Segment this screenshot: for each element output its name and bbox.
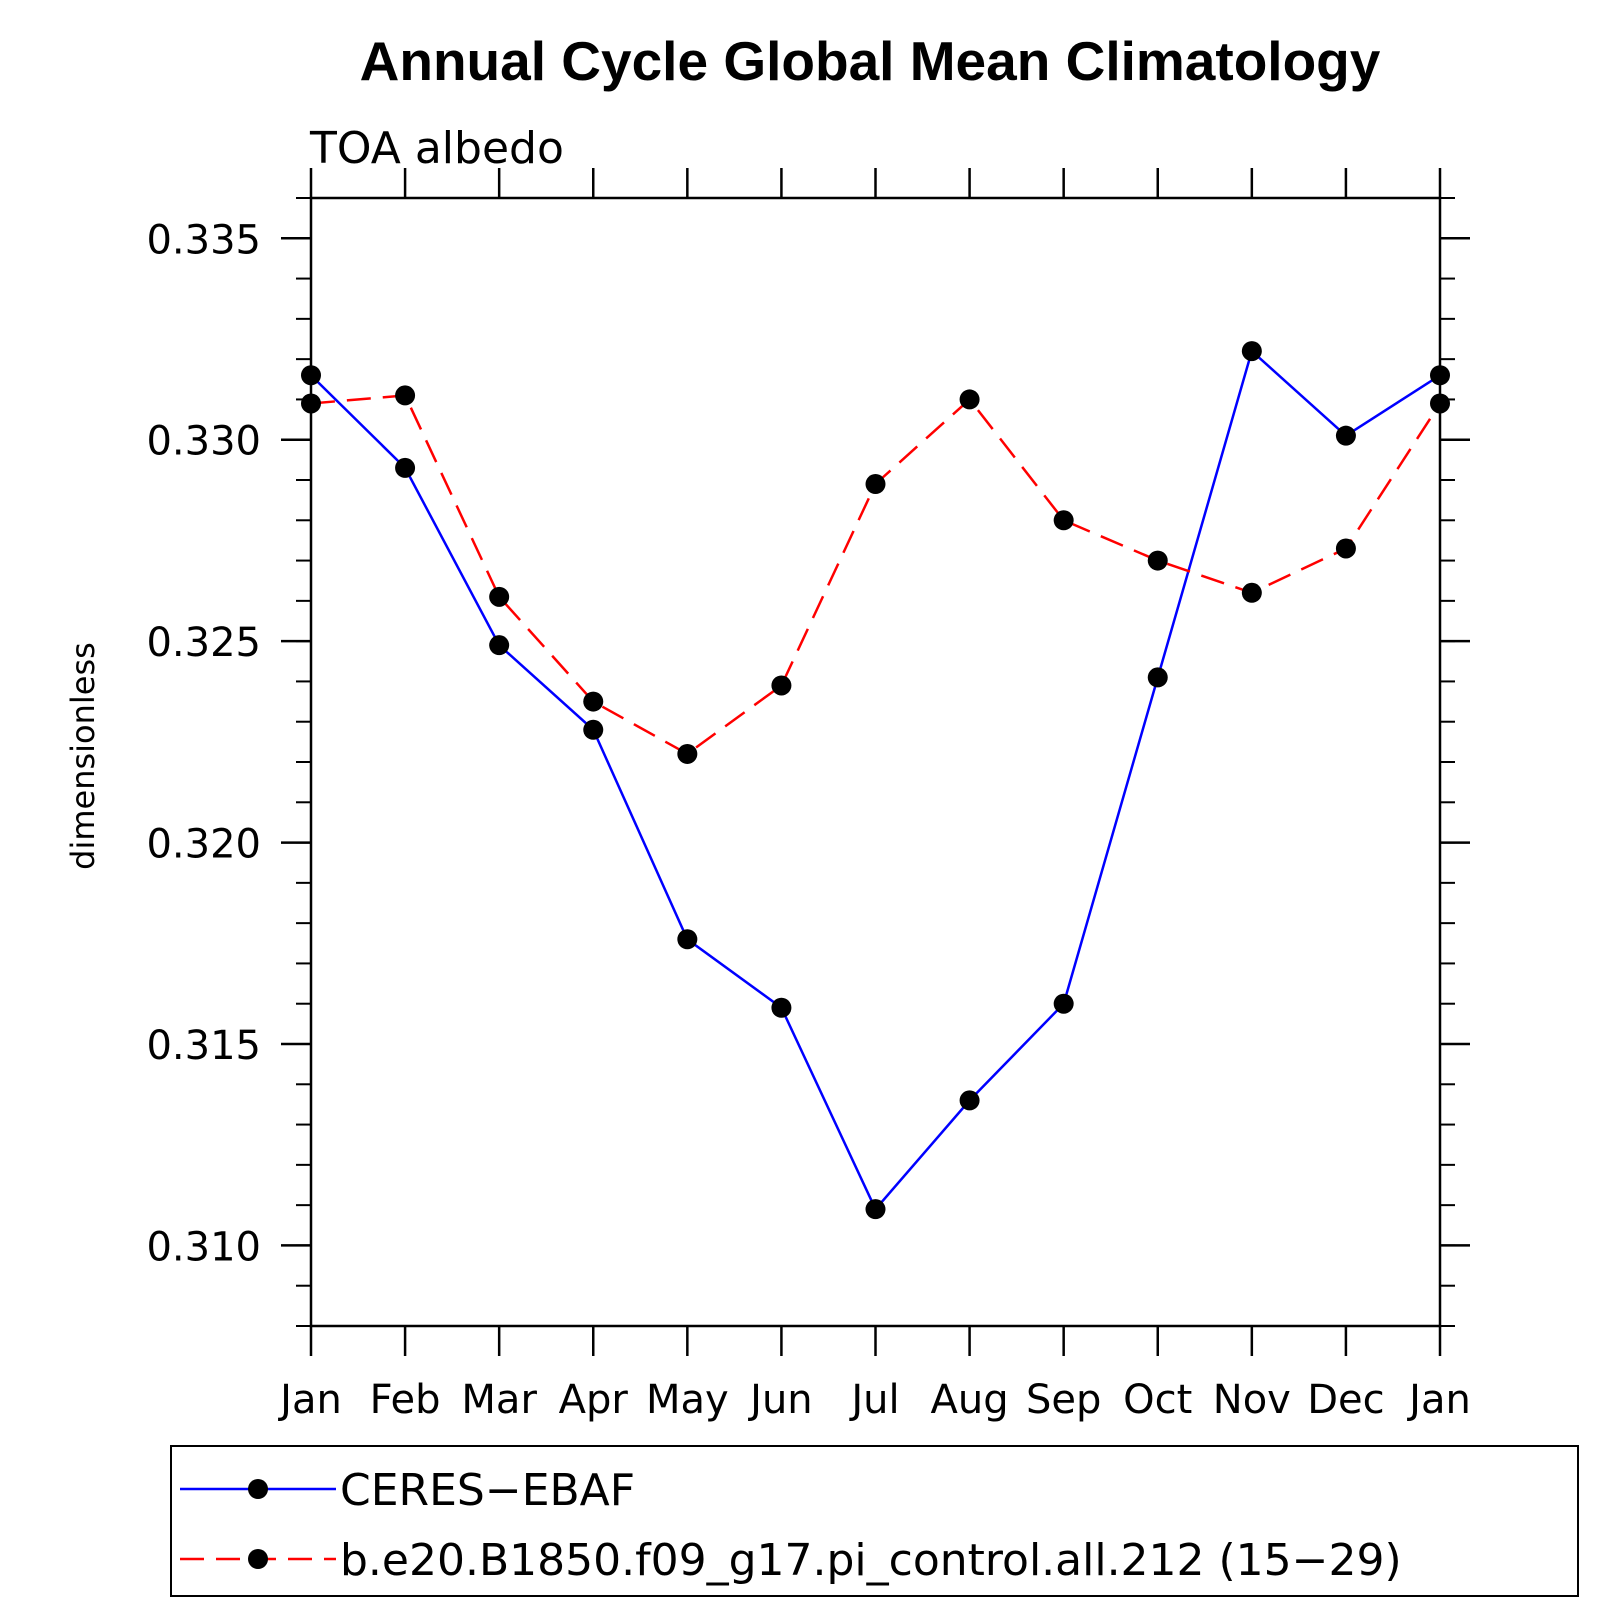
x-tick-label: Aug: [931, 1377, 1009, 1423]
x-tick-label: Feb: [370, 1377, 441, 1423]
series-1-point: [489, 635, 510, 656]
series-1-point: [865, 1199, 886, 1220]
series-2-point: [1147, 550, 1168, 571]
series-2-point: [771, 675, 792, 696]
series-1-point: [677, 929, 698, 950]
y-tick-label: 0.335: [146, 217, 261, 263]
x-tick-label: Jan: [277, 1377, 342, 1423]
series-1-point: [1335, 425, 1356, 446]
y-tick-label: 0.325: [146, 620, 261, 666]
series-1-point: [1241, 341, 1262, 362]
legend-label-1: CERES−EBAF: [340, 1465, 635, 1516]
legend-box: [170, 1445, 1579, 1597]
series-2-point: [1430, 393, 1450, 414]
y-tick-label: 0.315: [146, 1023, 261, 1069]
x-tick-label: Nov: [1213, 1377, 1291, 1423]
y-tick-label: 0.330: [146, 419, 261, 465]
series-1-point: [395, 457, 416, 478]
series-2-point: [1053, 510, 1074, 531]
series-1-point: [771, 997, 792, 1018]
x-tick-label: Apr: [559, 1377, 629, 1423]
series-2-point: [677, 743, 698, 764]
x-tick-label: May: [646, 1377, 729, 1423]
chart-subtitle: TOA albedo: [309, 123, 564, 174]
series-1-point: [1147, 667, 1168, 688]
series-2-point: [1335, 538, 1356, 559]
legend: CERES−EBAF b.e20.B1850.f09_g17.pi_control…: [180, 1465, 1402, 1586]
series-2-point: [489, 586, 510, 607]
x-tick-label: Jan: [1406, 1377, 1471, 1423]
x-tick-label: Dec: [1307, 1377, 1384, 1423]
x-tick-label: Oct: [1123, 1377, 1192, 1423]
x-tick-label: Jun: [747, 1377, 813, 1423]
y-tick-label: 0.310: [146, 1224, 261, 1270]
legend-marker-2: [248, 1549, 268, 1569]
series-layer: [301, 341, 1450, 1220]
series-1-point: [1053, 993, 1074, 1014]
legend-marker-1: [248, 1479, 268, 1499]
x-tick-label: Mar: [461, 1377, 537, 1423]
legend-label-2: b.e20.B1850.f09_g17.pi_control.all.212 (…: [340, 1535, 1402, 1586]
x-tick-label: Jul: [848, 1377, 899, 1423]
series-2-point: [865, 474, 886, 495]
series-1-point: [1430, 365, 1450, 386]
series-2-point: [583, 691, 604, 712]
series-line-2: [310, 394, 1442, 756]
axes-layer: Jan Feb Mar Apr May Jun Jul Aug Sep Oct Nov Dec Jan 0…: [146, 168, 1471, 1423]
series-1-point: [959, 1090, 980, 1111]
x-tick-label: Sep: [1026, 1377, 1101, 1423]
series-2-point: [959, 389, 980, 410]
series-1-point: [583, 719, 604, 740]
chart-title: Annual Cycle Global Mean Climatology: [360, 30, 1381, 92]
series-2-point: [1241, 582, 1262, 603]
series-1-point: [301, 365, 321, 386]
series-2-point: [301, 393, 321, 414]
series-2-point: [395, 385, 416, 406]
y-tick-label: 0.320: [146, 822, 261, 868]
y-axis-label: dimensionless: [64, 642, 102, 870]
